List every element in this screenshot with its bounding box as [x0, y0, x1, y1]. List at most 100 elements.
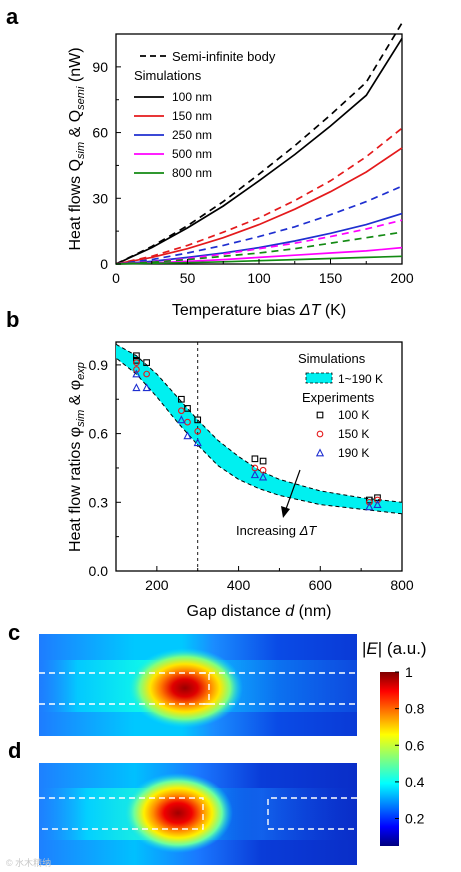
watermark: © 水木精纳 — [6, 857, 51, 868]
y-tick-label: 30 — [92, 190, 108, 206]
x-tick-label: 50 — [180, 270, 196, 286]
xlabel-unit: (K) — [320, 302, 346, 319]
ylabel-unit: (nW) — [67, 47, 84, 86]
tip-outline-c — [200, 672, 210, 705]
panel-d-field-map — [39, 763, 357, 865]
point-190-K — [373, 499, 382, 508]
legend-label-500-nm: 500 nm — [172, 147, 212, 161]
plot-frame-b — [115, 341, 403, 572]
y-tick-label: 0.6 — [89, 426, 109, 442]
band-fill — [116, 344, 402, 514]
x-tick-label: 100 — [247, 270, 271, 286]
legend-marker-190-K — [315, 448, 325, 457]
point-100-K — [251, 455, 259, 463]
point-190-K — [142, 383, 151, 392]
ylabel-sub1: sim — [75, 410, 87, 427]
colorbar-title-sym: E — [366, 639, 378, 658]
waveguide-left-outline-d — [39, 797, 204, 830]
ylabel-main: Heat flows Q — [67, 159, 84, 251]
ylabel-sub2: exp — [75, 362, 87, 380]
simulation-band — [115, 343, 403, 515]
band-lower-edge — [115, 357, 403, 515]
series-dashed-100-nm — [115, 22, 403, 265]
x-tick-label: 0 — [112, 270, 120, 286]
x-tick-label: 400 — [227, 577, 251, 593]
point-100-K — [259, 457, 267, 465]
point-190-K — [250, 470, 260, 479]
legend-b: Simulations 1~190 K Experiments 100 K 150… — [298, 351, 383, 460]
colorbar-title-close: | (a.u.) — [378, 639, 427, 658]
legend-title-experiments: Experiments — [302, 390, 375, 405]
annotation-sym: ΔT — [299, 523, 318, 538]
legend-marker-100-K — [316, 411, 324, 419]
panel-label-a: a — [6, 4, 19, 29]
y-axis-label: Heat flows Qsim & Qsemi (nW) — [67, 47, 87, 250]
x-tick-label: 800 — [390, 577, 414, 593]
annotation-increasing: Increasing ΔT — [236, 523, 317, 538]
ylabel-sub2: semi — [75, 86, 87, 110]
point-100-K — [184, 405, 191, 412]
point-190-K — [365, 502, 374, 511]
point-150-K — [133, 366, 140, 373]
axis-ticks: 0 50 100 150 200 0 30 60 90 — [92, 59, 413, 286]
colorbar-tick-label: 0.8 — [405, 701, 425, 717]
colorbar: |E| (a.u.) 1 0.8 0.6 0.4 0.2 — [362, 639, 427, 846]
point-100-K — [133, 356, 140, 364]
xlabel-unit: (nm) — [294, 603, 331, 620]
xlabel-main: Gap distance — [187, 603, 286, 620]
colorbar-title: |E| (a.u.) — [362, 639, 427, 658]
panel-b-chart: 200 400 600 800 0.0 0.3 0.6 0.9 Heat flow ratio… — [67, 341, 414, 620]
series-solid-150-nm — [115, 147, 403, 265]
legend-a: Semi-infinite body Simulations 100 nm 150… — [134, 49, 276, 180]
legend-label-250-nm: 250 nm — [172, 128, 212, 142]
series-curves — [115, 22, 403, 265]
xlabel-sym: ΔT — [299, 302, 322, 319]
x-tick-label: 200 — [145, 577, 169, 593]
xlabel-sym: d — [285, 603, 295, 620]
legend-label-800-nm: 800 nm — [172, 166, 212, 180]
colorbar-tick-label: 0.6 — [405, 737, 425, 753]
panel-label-d: d — [8, 738, 21, 763]
legend-label-190-K: 190 K — [338, 446, 369, 460]
hotspot-d — [123, 773, 233, 853]
legend-marker-150-K — [316, 430, 324, 438]
y-tick-label: 0.3 — [89, 494, 109, 510]
point-150-K — [178, 407, 185, 415]
series-solid-100-nm — [115, 37, 403, 265]
legend-semi-infinite: Semi-infinite body — [172, 49, 276, 64]
band-upper-edge — [115, 343, 403, 503]
panel-label-c: c — [8, 620, 20, 645]
colorbar-tick-label: 0.4 — [405, 774, 425, 790]
y-tick-label: 0.0 — [89, 563, 109, 579]
legend-label-100-nm: 100 nm — [172, 90, 212, 104]
hotspot-c — [127, 648, 243, 728]
point-150-K — [365, 498, 373, 506]
y-axis-label: Heat flow ratios φsim & φexp — [67, 362, 87, 552]
x-axis-label: Temperature bias ΔT (K) — [172, 302, 346, 319]
y-tick-label: 0 — [100, 256, 108, 272]
panel-a-chart: 0 50 100 150 200 0 30 60 90 Heat flows Qsim & Qs… — [67, 22, 414, 319]
point-150-K — [143, 370, 150, 378]
series-solid-250-nm — [115, 212, 403, 265]
colorbar-title-open: | — [362, 639, 366, 658]
point-150-K — [374, 496, 381, 504]
legend-band-label: 1~190 K — [338, 372, 383, 386]
point-190-K — [183, 431, 192, 440]
point-190-K — [258, 472, 268, 481]
legend-title-simulations: Simulations — [134, 68, 202, 83]
point-100-K — [133, 352, 140, 360]
point-190-K — [177, 415, 186, 424]
legend-entries: 100 K 150 K 190 K — [315, 408, 369, 460]
increasing-arrow — [285, 469, 301, 510]
x-tick-label: 200 — [390, 270, 414, 286]
xlabel-main: Temperature bias — [172, 302, 300, 319]
ylabel-amp: & φ — [67, 380, 84, 410]
y-tick-label: 60 — [92, 125, 108, 141]
legend-label-150-nm: 150 nm — [172, 109, 212, 123]
legend-band-swatch — [305, 372, 333, 384]
legend-label-100-K: 100 K — [338, 408, 369, 422]
ylabel-sub1: sim — [75, 142, 87, 159]
point-150-K — [194, 427, 202, 435]
point-100-K — [194, 416, 202, 424]
